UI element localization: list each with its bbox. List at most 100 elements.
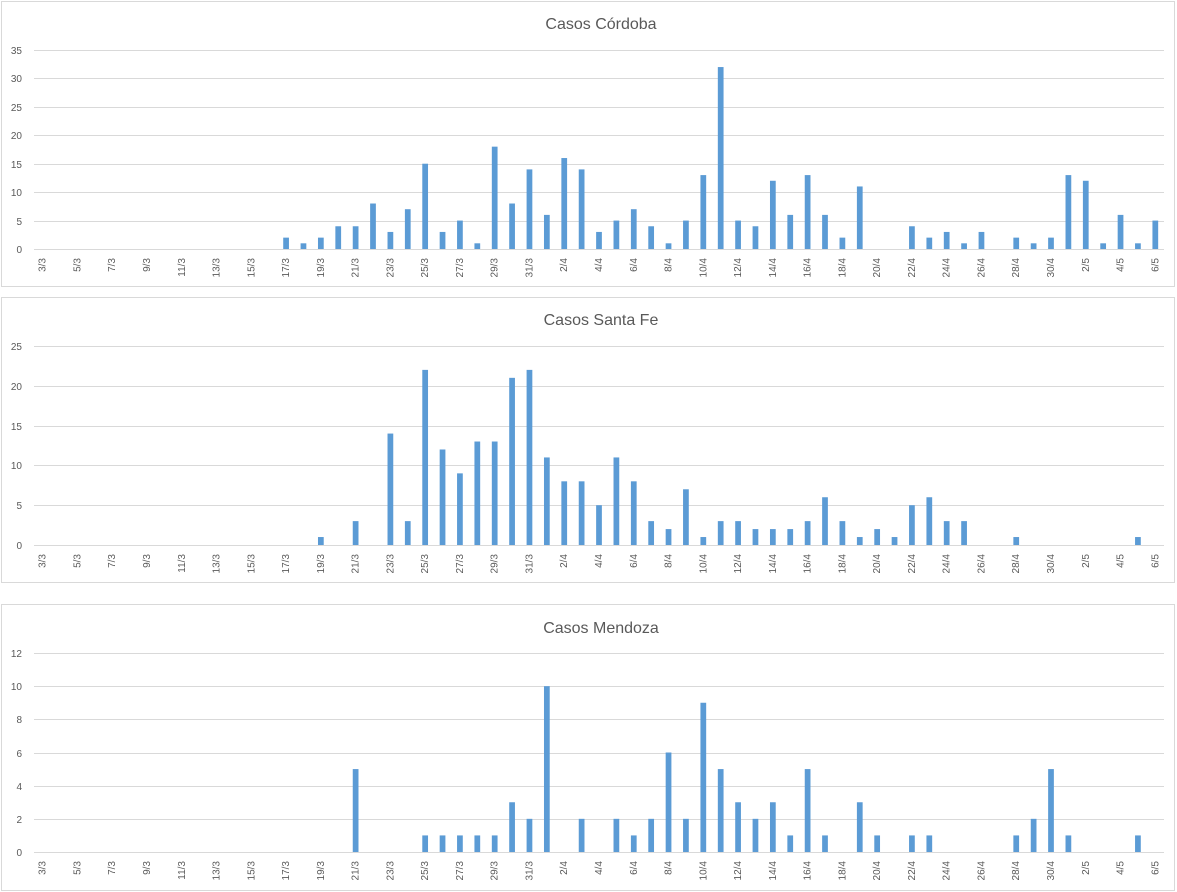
- x-tick-label: 3/3: [38, 861, 49, 875]
- bar-cordoba-12-4: [735, 220, 741, 249]
- bar-mendoza-20-4: [874, 835, 881, 852]
- bar-mendoza-31-3: [526, 818, 533, 852]
- bar-cordoba-26-4: [978, 231, 985, 249]
- x-tick-label: 7/3: [107, 258, 118, 272]
- bar-santa-fe-8-4: [665, 529, 672, 545]
- x-tick-label: 5/3: [72, 861, 83, 875]
- bar-santa-fe-6-4: [630, 481, 637, 545]
- bar-mendoza-13-4: [752, 818, 759, 852]
- bar-cordoba-5-5: [1135, 243, 1141, 249]
- bar-mendoza-1-4: [543, 686, 550, 852]
- bar-santa-fe-13-4: [752, 529, 759, 545]
- x-tick-label: 6/5: [1150, 554, 1161, 568]
- x-tick-label: 24/4: [942, 861, 953, 881]
- chart-panel-cordoba: Casos Córdoba 0 5 10 15 20 25 30 35 3/3 5/3 7/3 9/3 1…: [1, 1, 1175, 287]
- bar-cordoba-27-3: [457, 220, 463, 249]
- x-tick-label: 13/3: [212, 554, 223, 574]
- bar-santa-fe-21-3: [352, 521, 359, 545]
- y-tick-label: 0: [16, 848, 22, 859]
- x-tick-label: 15/3: [246, 861, 257, 881]
- bar-cordoba-2-5: [1082, 180, 1089, 249]
- y-tick-label: 0: [16, 245, 22, 256]
- bar-santa-fe-22-4: [909, 505, 915, 545]
- bar-mendoza-28-4: [1013, 835, 1020, 852]
- bar-santa-fe-7-4: [648, 521, 655, 545]
- x-tick-label: 9/3: [142, 258, 153, 272]
- bar-cordoba-8-4: [665, 243, 672, 249]
- x-tick-label: 11/3: [177, 861, 188, 880]
- bar-cordoba-19-4: [856, 186, 863, 249]
- x-tick-label: 28/4: [1011, 861, 1022, 881]
- bar-santa-fe-25-3: [422, 369, 429, 545]
- x-tick-label: 2/4: [559, 258, 570, 272]
- bar-santa-fe-25-4: [961, 521, 967, 545]
- x-tick-label: 4/5: [1116, 861, 1127, 875]
- x-tick-label: 3/3: [38, 554, 49, 568]
- bar-mendoza-29-3: [491, 835, 498, 852]
- bar-mendoza-19-4: [856, 802, 863, 852]
- bar-santa-fe-18-4: [839, 521, 846, 545]
- bar-cordoba-15-4: [787, 214, 794, 249]
- chart-panel-mendoza: Casos Mendoza 0 2 4 6 8 10 12 3/3 5/3 7/3 9/3 11/3 13…: [1, 604, 1175, 891]
- bar-cordoba-28-3: [474, 243, 481, 249]
- bar-cordoba-26-3: [439, 231, 446, 249]
- y-tick-label: 15: [11, 160, 23, 171]
- bar-cordoba-17-3: [283, 237, 289, 249]
- x-tick-label: 27/3: [455, 861, 466, 881]
- bar-cordoba-9-4: [683, 220, 689, 249]
- x-tick-label: 27/3: [455, 258, 466, 278]
- bar-santa-fe-20-4: [874, 529, 881, 545]
- x-tick-label: 8/4: [664, 554, 675, 568]
- x-tick-label: 22/4: [907, 258, 918, 278]
- bar-cordoba-22-4: [909, 226, 915, 249]
- bar-santa-fe-19-3: [317, 537, 324, 545]
- x-tick-label: 23/3: [385, 861, 396, 881]
- x-tick-label: 20/4: [872, 861, 883, 881]
- bar-santa-fe-10-4: [700, 537, 707, 545]
- bar-mendoza-11-4: [717, 769, 724, 852]
- y-tick-label: 20: [11, 382, 23, 393]
- bar-mendoza-28-3: [474, 835, 481, 852]
- x-tick-label: 2/5: [1081, 554, 1092, 568]
- bar-santa-fe-11-4: [717, 521, 724, 545]
- x-tick-label: 15/3: [246, 258, 257, 278]
- x-tick-label: 27/3: [455, 554, 466, 574]
- bar-cordoba-3-5: [1100, 243, 1107, 249]
- x-tick-label: 8/4: [664, 861, 675, 875]
- bar-cordoba-16-4: [804, 175, 811, 249]
- x-tick-label: 12/4: [733, 554, 744, 574]
- bar-mendoza-25-3: [422, 835, 429, 852]
- bar-mendoza-3-4: [578, 818, 585, 852]
- x-tick-label: 23/3: [385, 554, 396, 574]
- y-tick-label: 25: [11, 342, 23, 353]
- x-tick-label: 22/4: [907, 861, 918, 881]
- x-tick-label: 25/3: [420, 861, 431, 881]
- x-tick-label: 5/3: [72, 554, 83, 568]
- x-tick-label: 6/4: [629, 861, 640, 875]
- bar-mendoza-8-4: [665, 752, 672, 852]
- x-tick-label: 30/4: [1046, 554, 1057, 574]
- bar-mendoza-30-4: [1048, 769, 1054, 852]
- chart-mendoza: Casos Mendoza 0 2 4 6 8 10 12 3/3 5/3 7/3 9/3 11/3 13…: [11, 620, 1164, 881]
- chart-cordoba: Casos Córdoba 0 5 10 15 20 25 30 35 3/3 5/3 7/3 9/3 1…: [11, 16, 1164, 278]
- x-tick-label: 4/5: [1116, 258, 1127, 272]
- x-tick-label: 15/3: [246, 554, 257, 574]
- bar-mendoza-5-4: [613, 818, 620, 852]
- x-tick-label: 14/4: [768, 861, 779, 881]
- x-tick-label: 31/3: [524, 554, 535, 574]
- y-tick-label: 6: [16, 749, 22, 760]
- y-tick-label: 12: [11, 649, 23, 660]
- x-tick-label: 17/3: [281, 861, 292, 881]
- x-tick-label: 4/4: [594, 258, 605, 272]
- x-tick-label: 26/4: [976, 861, 987, 881]
- y-tick-label: 4: [16, 782, 22, 793]
- bar-cordoba-20-3: [335, 226, 342, 249]
- bar-santa-fe-5-5: [1135, 537, 1141, 545]
- y-tick-label: 5: [16, 217, 22, 228]
- bar-mendoza-23-4: [926, 835, 933, 852]
- x-tick-label: 12/4: [733, 861, 744, 881]
- bar-cordoba-19-3: [317, 237, 324, 249]
- x-tick-label: 14/4: [768, 258, 779, 278]
- bar-cordoba-5-4: [613, 220, 620, 249]
- x-tick-label: 21/3: [351, 258, 362, 278]
